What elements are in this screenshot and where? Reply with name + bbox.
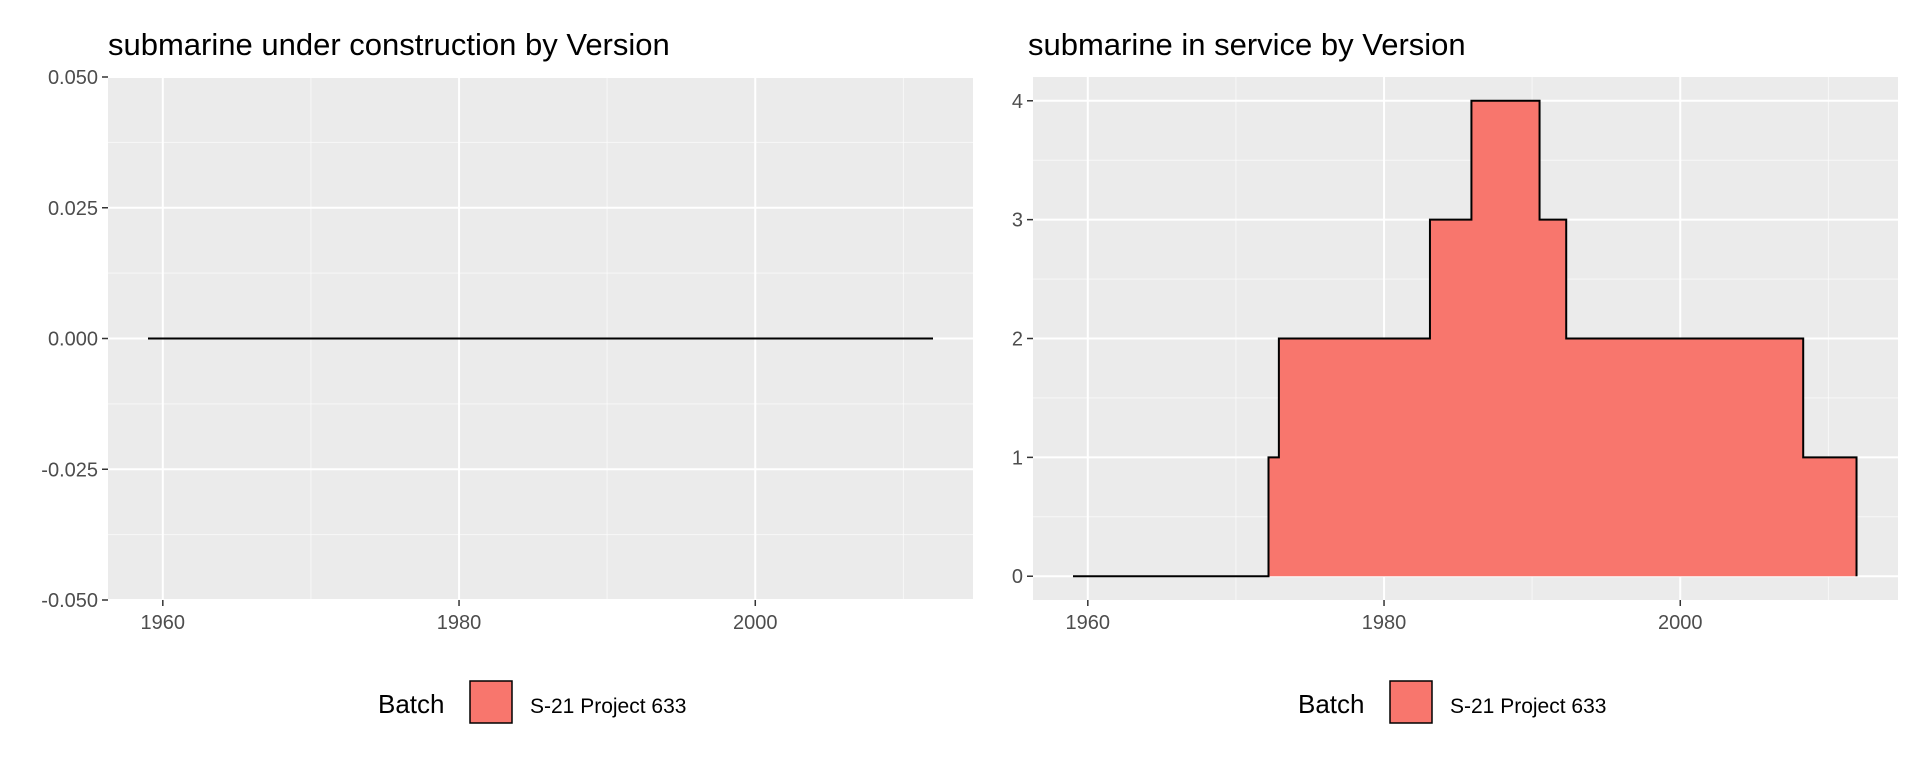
y-tick-label: 0.025: [48, 198, 98, 220]
y-tick-label: 3: [1012, 210, 1023, 232]
x-tick-label: 1980: [437, 612, 482, 634]
y-tick-label: 1: [1012, 447, 1023, 469]
legend-label: S-21 Project 633: [1450, 695, 1606, 718]
y-tick-label: 4: [1012, 91, 1023, 113]
legend: Batch S-21 Project 633: [1298, 680, 1606, 724]
x-tick-label: 2000: [1658, 612, 1703, 634]
legend-title: Batch: [378, 689, 445, 719]
y-tick-label: 2: [1012, 329, 1023, 351]
x-tick-label: 1960: [141, 612, 186, 634]
legend-key-swatch: [1389, 680, 1433, 724]
legend: Batch S-21 Project 633: [378, 680, 686, 724]
legend-title: Batch: [1298, 689, 1365, 719]
chart-title: submarine in service by Version: [1028, 27, 1466, 62]
x-tick-label: 1960: [1066, 612, 1111, 634]
x-tick-label: 1980: [1362, 612, 1407, 634]
y-tick-label: -0.050: [41, 590, 98, 612]
chart-panel-2: submarine in service by Version 0 1 2 3 4 1960…: [1012, 27, 1898, 724]
legend-label: S-21 Project 633: [530, 695, 686, 718]
y-tick-label: 0: [1012, 566, 1023, 588]
y-tick-label: 0.050: [48, 67, 98, 89]
chart-title: submarine under construction by Version: [108, 27, 670, 62]
series-outline-1: [1072, 99, 1858, 578]
chart-panel-1: submarine under construction by Version -…: [41, 27, 973, 724]
x-tick-label: 2000: [733, 612, 778, 634]
y-tick-label: 0.000: [48, 329, 98, 351]
legend-key-swatch: [469, 680, 513, 724]
y-tick-label: -0.025: [41, 459, 98, 481]
